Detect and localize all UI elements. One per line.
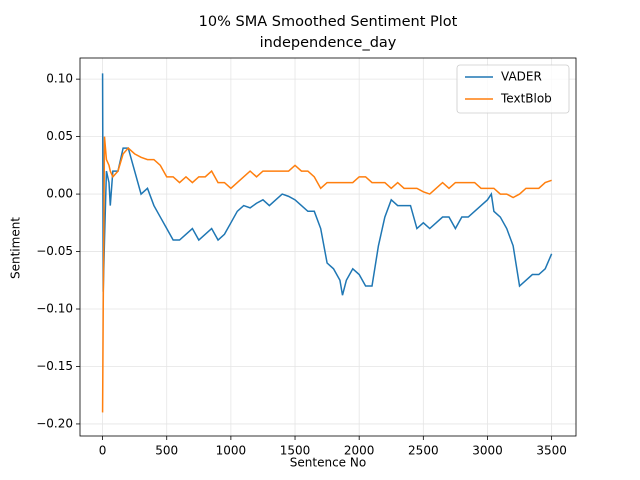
y-tick-label: 0.05 [46,129,73,143]
y-tick-label: −0.05 [36,244,73,258]
legend-label: VADER [501,70,542,84]
x-axis-label: Sentence No [290,456,366,470]
plot-frame [79,57,577,437]
chart-title: 10% SMA Smoothed Sentiment Plot [199,14,458,30]
x-tick-label: 2500 [408,444,439,458]
x-tick-label: 500 [155,444,178,458]
x-tick-label: 1000 [216,444,247,458]
y-tick-label: 0.10 [46,72,73,86]
y-axis-label: Sentiment [9,217,23,279]
y-tick-label: −0.20 [36,416,73,430]
x-tick-label: 3000 [472,444,503,458]
series-line [101,73,553,296]
chart-subtitle: independence_day [260,35,397,51]
y-tick-label: −0.10 [36,302,73,316]
y-tick-label: −0.15 [36,359,73,373]
series-line [101,136,552,413]
x-tick-label: 0 [99,444,107,458]
legend-label: TextBlob [500,92,552,106]
x-tick-label: 1500 [280,444,311,458]
x-tick-label: 2000 [344,444,375,458]
x-tick-label: 3500 [536,444,567,458]
y-tick-label: 0.00 [46,187,73,201]
